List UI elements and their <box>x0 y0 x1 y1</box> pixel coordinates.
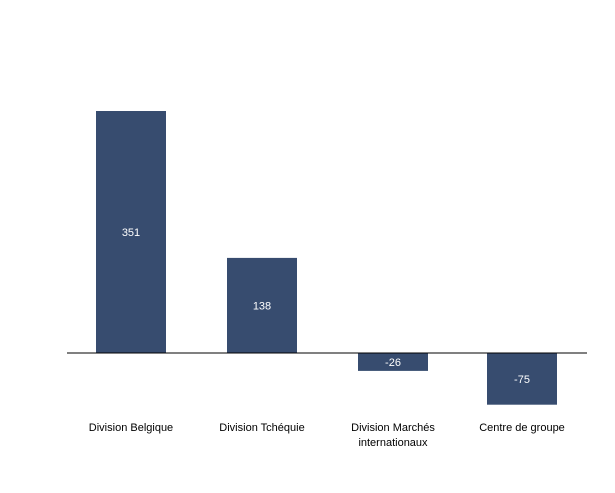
labels-layer: 351 Division Belgique 138 Division Tchéquie… <box>89 227 565 449</box>
bar-3 <box>358 353 428 371</box>
bar-4 <box>487 353 557 405</box>
category-label-1: Division Belgique <box>89 422 173 434</box>
category-label-line: Division Tchéquie <box>219 422 304 434</box>
category-label-line: internationaux <box>358 437 428 449</box>
category-label-line: Division Belgique <box>89 422 173 434</box>
bars-layer <box>96 111 557 405</box>
data-label-4: -75 <box>514 374 530 386</box>
data-label-3: -26 <box>385 357 401 369</box>
bar-1 <box>96 111 166 353</box>
data-label-1: 351 <box>122 227 140 239</box>
category-label-line: Centre de groupe <box>479 422 565 434</box>
category-label-2: Division Tchéquie <box>219 422 304 434</box>
category-label-line: Division Marchés <box>351 422 435 434</box>
category-label-4: Centre de groupe <box>479 422 565 434</box>
data-label-2: 138 <box>253 300 271 312</box>
category-label-3: Division Marchés internationaux <box>351 422 435 449</box>
bar-2 <box>227 257 297 353</box>
